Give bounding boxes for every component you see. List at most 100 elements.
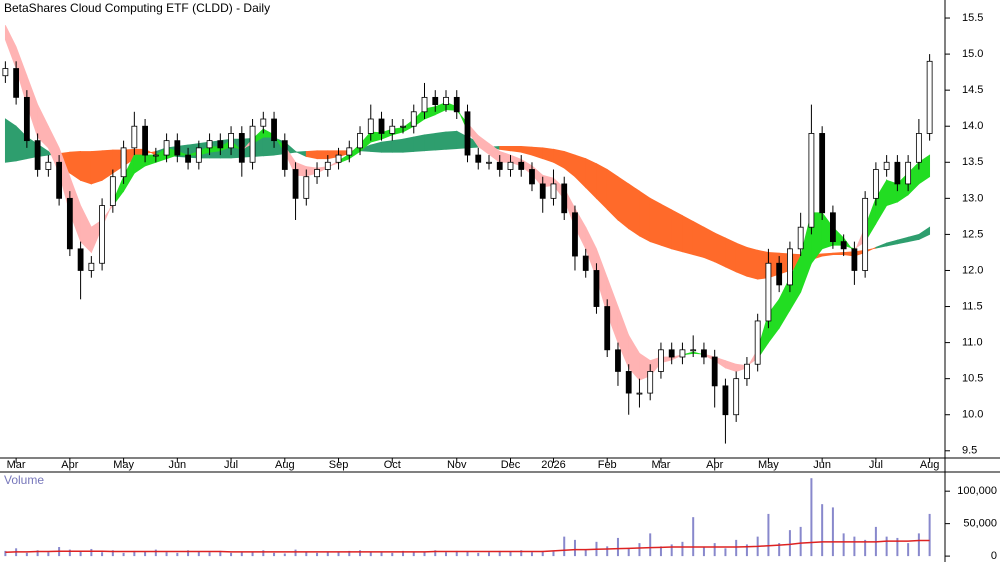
candle-body (636, 392, 643, 395)
ribbon-segment (391, 138, 404, 153)
volume-bar (810, 478, 813, 557)
ribbon-segment (671, 209, 683, 253)
ribbon-segment (725, 237, 737, 273)
volume-bar (111, 550, 114, 557)
candle-body (529, 169, 535, 185)
candle-body (2, 68, 9, 77)
volume-bar (68, 549, 71, 557)
candle-body (507, 161, 514, 170)
y-tick-label: 10.0 (962, 409, 983, 421)
volume-bar (79, 551, 82, 557)
y-tick-label: 12.5 (962, 228, 983, 240)
volume-bar (670, 544, 673, 557)
candle-body (249, 125, 256, 163)
volume-bar (423, 551, 426, 557)
x-tick-label: Sep (329, 459, 349, 471)
volume-bar (326, 551, 329, 557)
candle-body (163, 140, 170, 156)
candle-body (862, 197, 869, 271)
volume-bar (359, 550, 362, 557)
y-tick-label: 13.5 (962, 156, 983, 168)
ribbon-segment (445, 130, 458, 150)
ribbon-segment (746, 246, 759, 280)
ribbon-segment (90, 150, 103, 185)
volume-bar (133, 550, 136, 557)
x-tick-label: Aug (275, 459, 295, 471)
volume-bar (853, 536, 856, 557)
x-tick-label: Oct (384, 459, 401, 471)
candle-body (765, 262, 772, 322)
y-tick-label: 0 (991, 550, 997, 562)
y-tick-label: 14.5 (962, 84, 983, 96)
x-tick-label: Jun (168, 459, 186, 471)
candle-body (56, 161, 63, 199)
candle-body (185, 154, 191, 163)
volume-bar (4, 550, 7, 557)
volume-bar (659, 546, 662, 557)
volume-bar (799, 526, 802, 557)
volume-bar (638, 543, 641, 557)
volume-bar (702, 547, 705, 557)
ribbon-segment (735, 242, 748, 277)
x-tick-label: 2026 (541, 459, 565, 471)
volume-bar (197, 551, 200, 557)
candle-body (206, 140, 213, 149)
volume-bar (455, 550, 458, 557)
volume-bar (821, 504, 824, 557)
candle-body (776, 262, 783, 286)
candle-body (346, 147, 353, 156)
ribbon-segment (4, 118, 17, 163)
volume-bar (283, 553, 286, 557)
candle-body (99, 205, 105, 264)
y-tick-label: 9.5 (962, 445, 977, 457)
layers: 9.5 10.0 10.5 11.0 11.5 12.0 12.5 13.0 13.5 14.0 1… (2, 12, 997, 562)
volume-bar (520, 550, 523, 557)
x-tick-label: Mar (651, 459, 670, 471)
candle-body (357, 133, 363, 149)
volume-bar (477, 552, 480, 557)
candle-body (23, 96, 30, 142)
ribbon-segment (381, 140, 393, 153)
candle-body (496, 161, 503, 170)
volume-bar (25, 552, 28, 557)
ribbon-segment (918, 226, 931, 241)
x-tick-label: Feb (598, 459, 617, 471)
volume-bar (606, 546, 609, 557)
candle-body (453, 96, 460, 113)
volume-bar (864, 539, 867, 557)
y-tick-label: 10.5 (962, 373, 983, 385)
candle-body (378, 118, 385, 134)
x-tick-label: Apr (61, 459, 78, 471)
candle-body (883, 161, 890, 170)
candle-body (722, 385, 729, 416)
ribbon-segment (639, 190, 651, 243)
candle-body (152, 154, 159, 157)
candle-body (45, 161, 52, 170)
ribbon-segment (413, 134, 425, 152)
volume-bar (369, 552, 372, 557)
candle-body (647, 371, 654, 394)
volume-bar (745, 544, 748, 557)
candle-body (872, 169, 879, 199)
volume-bar (240, 551, 243, 557)
volume-bar (681, 541, 684, 557)
candle-body (539, 183, 546, 199)
ribbon-segment (649, 197, 662, 246)
candle-body (131, 125, 138, 149)
x-tick-label: Jul (869, 459, 883, 471)
volume-bar (917, 533, 920, 557)
volume-bar (788, 530, 791, 557)
candle-body (486, 161, 492, 164)
volume-bar (713, 543, 716, 557)
volume-bar (262, 550, 265, 557)
candle-body (690, 349, 697, 352)
volume-bar (316, 552, 319, 557)
candle-body (808, 133, 815, 228)
candle-body (926, 60, 933, 134)
volume-bar (530, 552, 533, 557)
candle-body (851, 248, 858, 271)
volume-bar (928, 513, 931, 557)
